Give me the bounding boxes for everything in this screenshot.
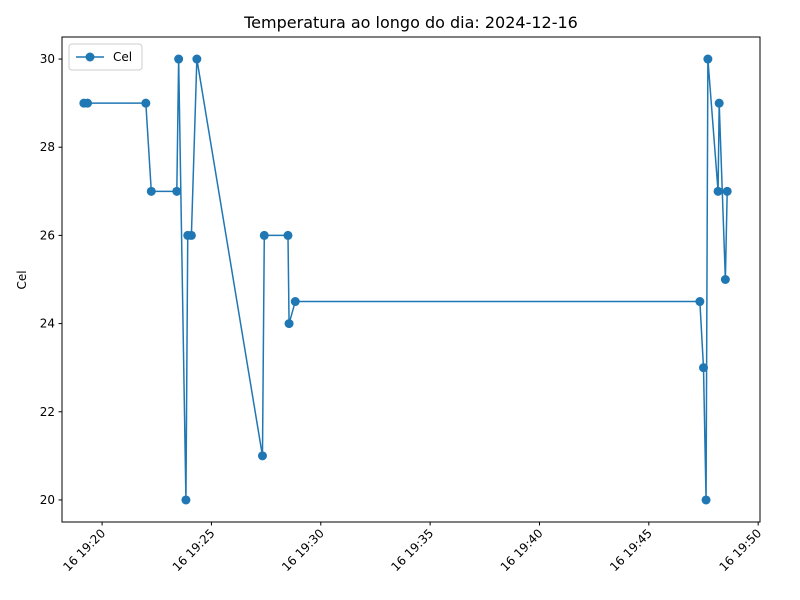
y-tick-label: 30 — [40, 52, 55, 66]
plot-frame — [61, 36, 761, 523]
plot-area — [79, 54, 732, 505]
data-point — [284, 319, 294, 329]
data-point — [174, 54, 184, 64]
data-point — [699, 363, 708, 373]
data-point — [703, 54, 713, 64]
y-tick-label: 20 — [40, 493, 55, 507]
data-point — [257, 451, 267, 461]
y-axis: 20 22 24 26 28 30 — [40, 52, 62, 507]
data-point — [290, 297, 300, 307]
data-point — [83, 98, 93, 108]
y-axis-label: Cel — [15, 270, 29, 289]
data-point — [714, 98, 724, 108]
chart-title: Temperatura ao longo do dia: 2024-12-16 — [243, 13, 578, 32]
data-point — [713, 186, 723, 196]
data-point — [181, 495, 191, 505]
data-point — [172, 186, 182, 196]
data-point — [186, 230, 196, 240]
data-point — [701, 495, 711, 505]
y-tick-label: 24 — [40, 317, 55, 331]
legend: Cel — [68, 43, 143, 71]
data-point — [259, 230, 269, 240]
data-point — [722, 186, 732, 196]
legend-label: Cel — [113, 50, 132, 64]
legend-box — [68, 43, 143, 71]
data-point — [283, 230, 293, 240]
data-point — [720, 275, 730, 284]
legend-marker-swatch — [85, 52, 95, 62]
data-point — [141, 98, 151, 108]
y-tick-label: 22 — [40, 405, 55, 419]
data-point — [695, 297, 705, 307]
data-point — [146, 186, 156, 196]
y-tick-label: 28 — [40, 140, 55, 154]
y-tick-label: 26 — [40, 228, 55, 242]
data-point — [192, 54, 202, 64]
